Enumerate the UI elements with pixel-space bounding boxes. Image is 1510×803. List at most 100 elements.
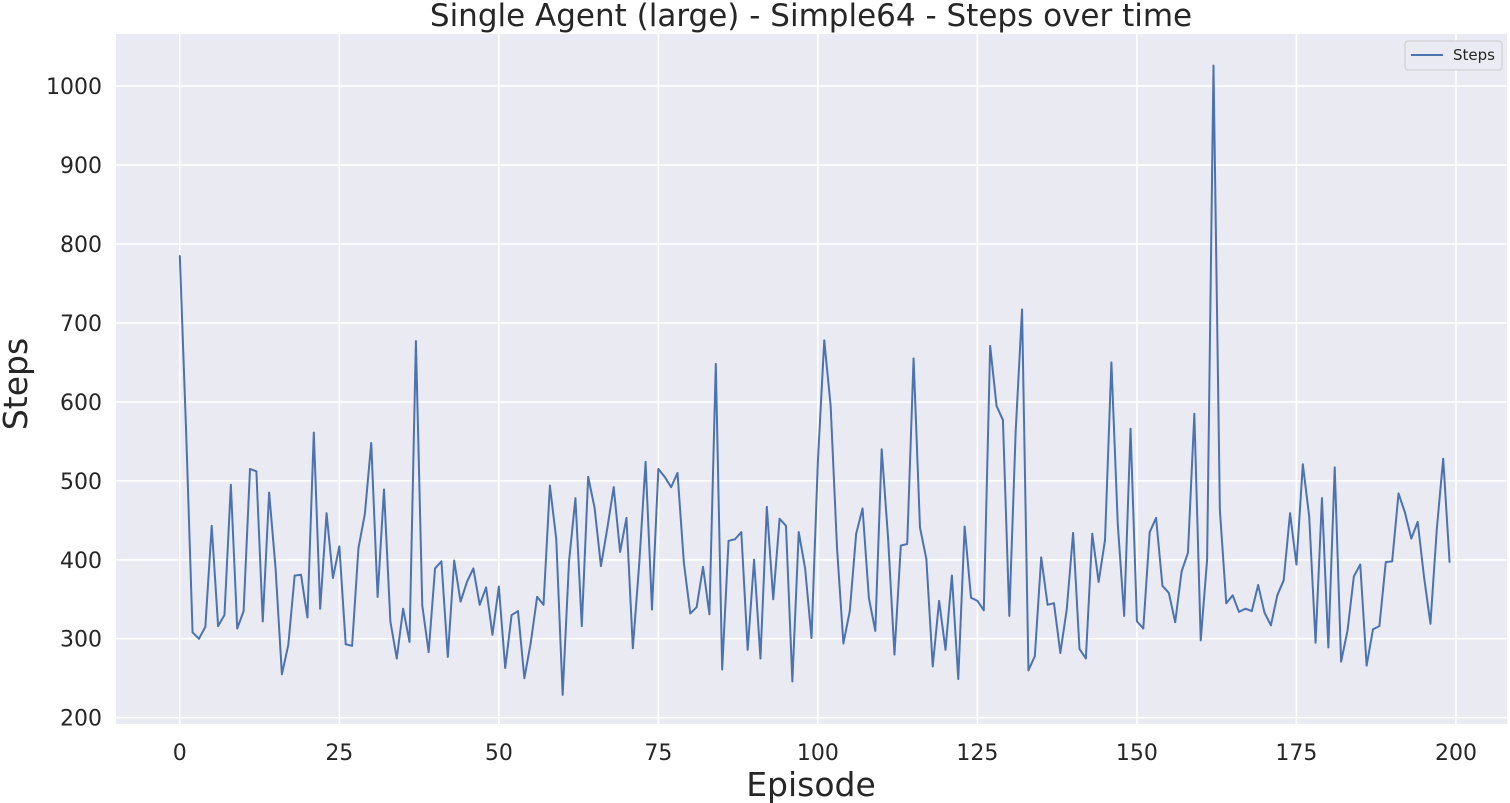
y-tick-label: 200 (60, 707, 102, 732)
data-point (1333, 466, 1336, 469)
data-point (638, 562, 641, 565)
data-point (816, 460, 819, 463)
data-point (855, 532, 858, 535)
data-point (1193, 412, 1196, 415)
data-point (1308, 515, 1311, 518)
data-point (1206, 558, 1209, 561)
data-point (440, 560, 443, 563)
legend: Steps (1404, 40, 1503, 71)
data-point (517, 610, 519, 613)
data-point (529, 641, 532, 644)
data-point (198, 637, 200, 640)
data-point (402, 607, 405, 610)
data-point (1435, 528, 1438, 530)
data-point (255, 470, 258, 473)
data-point (785, 524, 787, 527)
data-point (925, 558, 928, 560)
data-point (919, 526, 921, 529)
data-point (1040, 556, 1043, 559)
data-point (1110, 361, 1113, 364)
data-point (1059, 652, 1062, 654)
data-point (1142, 627, 1145, 630)
legend-label: Steps (1453, 46, 1495, 64)
x-tick-label: 175 (1275, 741, 1317, 766)
x-tick-label: 25 (325, 741, 353, 766)
data-point (1091, 532, 1094, 535)
data-point (734, 538, 736, 541)
data-point (1174, 621, 1177, 624)
data-point (204, 625, 207, 628)
data-point (217, 625, 219, 628)
data-point (555, 538, 558, 541)
data-point (1429, 622, 1432, 625)
data-point (191, 631, 194, 634)
data-point (663, 475, 666, 478)
data-point (702, 565, 704, 568)
data-point (478, 603, 481, 606)
data-point (912, 357, 915, 360)
data-point (434, 567, 436, 570)
data-point (804, 567, 807, 570)
data-point (829, 404, 832, 407)
data-point (899, 544, 902, 547)
data-point (268, 491, 271, 494)
data-point (1365, 664, 1368, 667)
data-point (823, 339, 826, 342)
data-point (293, 574, 296, 577)
y-axis-title: Steps (0, 338, 35, 430)
data-point (306, 616, 309, 619)
data-point (485, 586, 487, 589)
data-point (185, 432, 188, 435)
data-point (249, 468, 251, 470)
data-point (1033, 655, 1036, 658)
data-point (1327, 646, 1330, 649)
data-point (753, 558, 755, 561)
data-point (868, 597, 870, 600)
data-point (906, 543, 909, 545)
data-point (1021, 308, 1023, 311)
data-point (606, 527, 609, 530)
data-point (1410, 537, 1413, 540)
data-point (1301, 463, 1304, 466)
y-tick-label: 1000 (46, 75, 102, 100)
data-point (721, 668, 724, 671)
data-point (1212, 64, 1215, 67)
chart-title: Single Agent (large) - Simple64 - Steps … (430, 0, 1192, 34)
data-point (1084, 657, 1087, 660)
data-point (319, 607, 322, 610)
data-point (1008, 614, 1011, 617)
data-point (281, 673, 283, 676)
data-point (287, 644, 290, 646)
data-point (370, 442, 373, 444)
data-point (1167, 592, 1170, 594)
data-point (682, 562, 685, 564)
data-point (427, 651, 430, 654)
data-point (1078, 648, 1081, 650)
data-point (338, 545, 341, 548)
data-point (459, 600, 462, 603)
data-point (1123, 614, 1126, 617)
data-point (619, 550, 621, 553)
data-point (223, 614, 226, 616)
data-point (893, 653, 896, 656)
data-point (1384, 561, 1387, 564)
data-point (625, 517, 628, 519)
data-point (644, 460, 647, 463)
data-point (472, 567, 475, 570)
data-point (497, 585, 500, 588)
data-point (242, 610, 245, 613)
x-tick-label: 0 (173, 741, 187, 766)
data-point (574, 497, 577, 500)
data-point (1148, 531, 1151, 534)
data-point (931, 665, 934, 668)
data-point (1372, 628, 1374, 631)
data-point (791, 680, 794, 683)
data-point (1352, 575, 1355, 578)
y-tick-label: 600 (60, 391, 102, 416)
data-point (542, 603, 545, 606)
series-line-0 (178, 64, 1451, 696)
data-point (1129, 427, 1132, 430)
data-point (1404, 511, 1406, 514)
data-point (631, 647, 634, 650)
